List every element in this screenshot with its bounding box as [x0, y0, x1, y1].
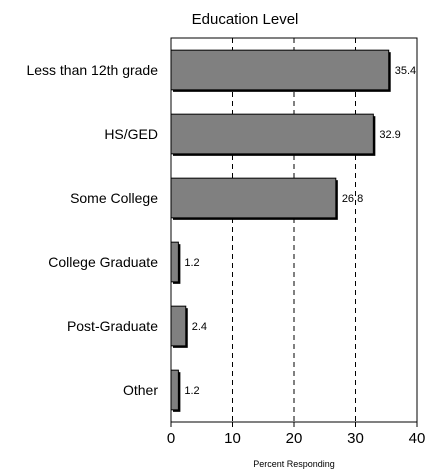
x-axis-ticks: 0 10 20 30 40 — [167, 422, 426, 447]
bar-1 — [170, 113, 374, 155]
grid-lines — [232, 38, 356, 422]
category-label-1: HS/GED — [104, 126, 158, 142]
category-label-4: Post-Graduate — [67, 318, 158, 334]
category-label-0: Less than 12th grade — [26, 62, 158, 78]
bar-3 — [170, 241, 179, 283]
x-tick-label-4: 40 — [409, 430, 426, 447]
bar-4 — [170, 305, 187, 347]
bar-5 — [170, 369, 179, 411]
value-label-2: 26.8 — [342, 193, 363, 205]
category-label-3: College Graduate — [48, 254, 158, 270]
category-labels: 35.4 Less than 12th grade 32.9 HS/GED 26.8 So… — [26, 62, 416, 398]
x-tick-label-1: 10 — [224, 430, 241, 447]
x-tick-label-0: 0 — [167, 430, 175, 447]
value-label-3: 1.2 — [184, 257, 199, 269]
bar-2 — [170, 177, 337, 219]
x-tick-label-2: 20 — [286, 430, 303, 447]
x-tick-label-3: 30 — [347, 430, 364, 447]
value-label-5: 1.2 — [184, 385, 199, 397]
chart-title: Education Level — [192, 11, 299, 28]
category-label-5: Other — [123, 382, 158, 398]
value-label-4: 2.4 — [192, 321, 207, 333]
bars — [170, 49, 391, 412]
category-label-2: Some College — [70, 190, 158, 206]
value-label-1: 32.9 — [379, 129, 400, 141]
value-label-0: 35.4 — [395, 65, 416, 77]
bar-0 — [170, 49, 390, 91]
x-axis-label: Percent Responding — [253, 459, 335, 469]
